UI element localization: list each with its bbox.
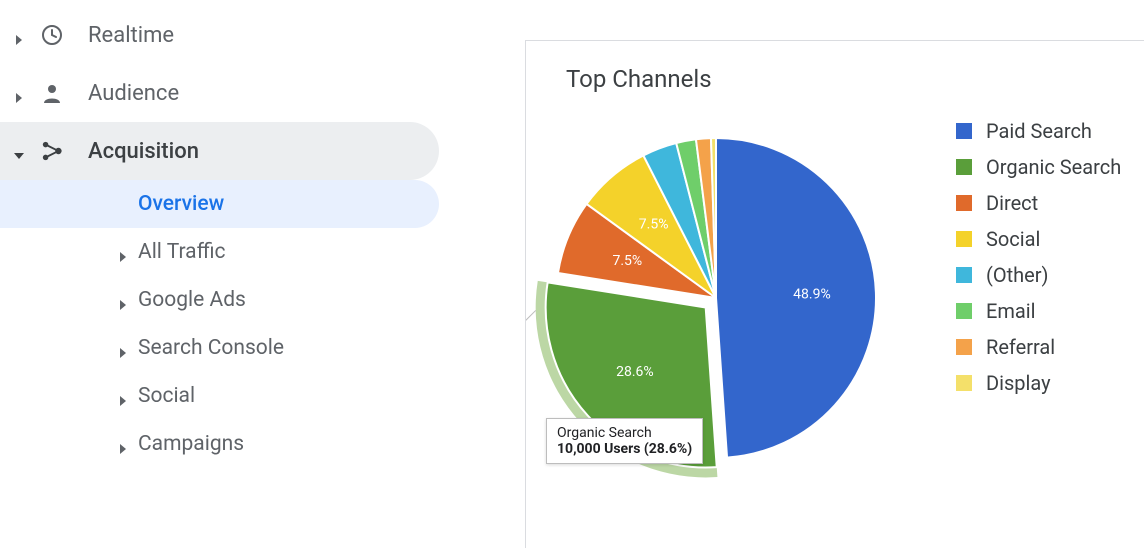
legend-label: Email bbox=[986, 299, 1036, 323]
sidebar-subitem-search-console[interactable]: Search Console bbox=[0, 324, 439, 372]
sidebar-subitem-label: Campaigns bbox=[138, 432, 244, 456]
legend-item[interactable]: (Other) bbox=[956, 257, 1121, 293]
legend-label: Direct bbox=[986, 191, 1038, 215]
sidebar-item-audience[interactable]: Audience bbox=[0, 64, 439, 122]
sidebar-subitem-label: Social bbox=[138, 384, 195, 408]
legend-swatch bbox=[956, 159, 972, 175]
sidebar-subitem-label: Google Ads bbox=[138, 288, 246, 312]
legend-swatch bbox=[956, 339, 972, 355]
legend-swatch bbox=[956, 195, 972, 211]
main-panel: Top Channels 48.9%28.6%7.5%7.5% Paid Sea… bbox=[455, 0, 1144, 548]
legend-item[interactable]: Email bbox=[956, 293, 1121, 329]
legend-label: (Other) bbox=[986, 263, 1049, 287]
chevron-right-icon bbox=[118, 391, 128, 401]
chevron-right-icon bbox=[14, 88, 24, 98]
legend-swatch bbox=[956, 123, 972, 139]
legend-item[interactable]: Direct bbox=[956, 185, 1121, 221]
legend-swatch bbox=[956, 375, 972, 391]
tooltip-line1: Organic Search bbox=[557, 425, 692, 441]
sidebar: Realtime Audience Acq bbox=[0, 0, 455, 548]
sidebar-subitem-overview[interactable]: Overview bbox=[0, 180, 439, 228]
sidebar-subitem-label: Search Console bbox=[138, 336, 284, 360]
legend-label: Social bbox=[986, 227, 1040, 251]
tooltip-line2: 10,000 Users (28.6%) bbox=[557, 441, 692, 457]
chart-tooltip: Organic Search 10,000 Users (28.6%) bbox=[546, 418, 703, 464]
person-icon bbox=[40, 81, 64, 105]
legend-label: Referral bbox=[986, 335, 1055, 359]
clock-icon bbox=[40, 23, 64, 47]
chart-legend: Paid Search Organic Search Direct Social (Ot… bbox=[956, 113, 1121, 401]
legend-item[interactable]: Display bbox=[956, 365, 1121, 401]
legend-item[interactable]: Organic Search bbox=[956, 149, 1121, 185]
legend-item[interactable]: Referral bbox=[956, 329, 1121, 365]
legend-label: Paid Search bbox=[986, 119, 1092, 143]
chevron-right-icon bbox=[118, 295, 128, 305]
card-title: Top Channels bbox=[566, 65, 1144, 93]
sidebar-item-label: Acquisition bbox=[88, 139, 199, 164]
sidebar-subitem-campaigns[interactable]: Campaigns bbox=[0, 420, 439, 468]
chevron-right-icon bbox=[118, 439, 128, 449]
sidebar-subitem-social[interactable]: Social bbox=[0, 372, 439, 420]
legend-item[interactable]: Paid Search bbox=[956, 113, 1121, 149]
chevron-right-icon bbox=[14, 30, 24, 40]
sidebar-item-realtime[interactable]: Realtime bbox=[0, 6, 439, 64]
sidebar-subitem-google-ads[interactable]: Google Ads bbox=[0, 276, 439, 324]
legend-swatch bbox=[956, 303, 972, 319]
sidebar-item-label: Realtime bbox=[88, 23, 174, 48]
top-channels-chart: 48.9%28.6%7.5%7.5% Paid SearchOrganic Se… bbox=[566, 123, 1144, 523]
sidebar-subitem-all-traffic[interactable]: All Traffic bbox=[0, 228, 439, 276]
acquisition-icon bbox=[40, 139, 64, 163]
sidebar-item-label: Audience bbox=[88, 81, 179, 106]
legend-swatch bbox=[956, 267, 972, 283]
legend-label: Organic Search bbox=[986, 155, 1121, 179]
sidebar-subitem-label: Overview bbox=[138, 192, 224, 216]
top-channels-card: Top Channels 48.9%28.6%7.5%7.5% Paid Sea… bbox=[525, 40, 1144, 548]
chevron-down-icon bbox=[14, 146, 24, 156]
legend-swatch bbox=[956, 231, 972, 247]
chevron-right-icon bbox=[118, 247, 128, 257]
sidebar-item-acquisition[interactable]: Acquisition bbox=[0, 122, 439, 180]
legend-label: Display bbox=[986, 371, 1051, 395]
legend-item[interactable]: Social bbox=[956, 221, 1121, 257]
sidebar-subitem-label: All Traffic bbox=[138, 240, 226, 264]
chevron-right-icon bbox=[118, 343, 128, 353]
